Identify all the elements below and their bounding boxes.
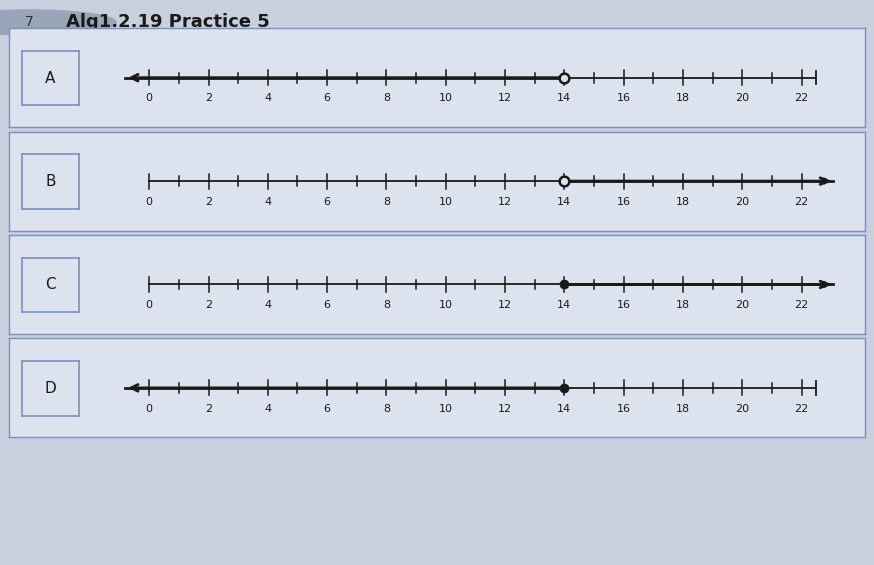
Text: 22: 22	[794, 93, 808, 103]
Text: 4: 4	[264, 403, 272, 414]
Text: 6: 6	[323, 300, 330, 310]
Text: 4: 4	[264, 300, 272, 310]
Circle shape	[0, 10, 116, 35]
Text: 16: 16	[617, 197, 631, 207]
Text: 20: 20	[735, 93, 749, 103]
Text: 18: 18	[676, 93, 690, 103]
Text: 0: 0	[146, 300, 153, 310]
Text: 20: 20	[735, 197, 749, 207]
Text: 7: 7	[24, 15, 33, 29]
Text: 16: 16	[617, 300, 631, 310]
Text: B: B	[45, 174, 56, 189]
Text: 12: 12	[498, 197, 512, 207]
Text: Select the correct choice.: Select the correct choice.	[35, 105, 231, 119]
Text: 18: 18	[676, 197, 690, 207]
Text: D: D	[45, 381, 56, 396]
Text: 4: 4	[264, 197, 272, 207]
Text: 2: 2	[205, 197, 212, 207]
Text: 12: 12	[498, 300, 512, 310]
Text: 6: 6	[323, 93, 330, 103]
Text: 0: 0	[146, 197, 153, 207]
Text: 20: 20	[735, 300, 749, 310]
Text: 14: 14	[558, 300, 572, 310]
Text: Which graph represents the solution to 2x + 4 ≤ 4(x − 6)?: Which graph represents the solution to 2…	[35, 62, 483, 77]
Text: 4: 4	[264, 93, 272, 103]
Text: 22: 22	[794, 403, 808, 414]
Text: 2: 2	[205, 93, 212, 103]
Text: 8: 8	[383, 300, 390, 310]
Text: C: C	[45, 277, 56, 293]
Text: 22: 22	[794, 197, 808, 207]
Text: 0: 0	[146, 403, 153, 414]
Text: 22: 22	[794, 300, 808, 310]
Text: 12: 12	[498, 403, 512, 414]
Text: 8: 8	[383, 197, 390, 207]
Text: 6: 6	[323, 197, 330, 207]
Text: 10: 10	[439, 300, 453, 310]
Text: 20: 20	[735, 403, 749, 414]
Text: 12: 12	[498, 93, 512, 103]
Text: 14: 14	[558, 93, 572, 103]
Text: 18: 18	[676, 403, 690, 414]
Text: 10: 10	[439, 93, 453, 103]
Text: 10: 10	[439, 403, 453, 414]
Text: 6: 6	[323, 403, 330, 414]
Text: 18: 18	[676, 300, 690, 310]
Text: 16: 16	[617, 403, 631, 414]
Text: 8: 8	[383, 93, 390, 103]
Text: Alg1.2.19 Practice 5: Alg1.2.19 Practice 5	[66, 14, 269, 32]
Text: 14: 14	[558, 403, 572, 414]
Text: 0: 0	[146, 93, 153, 103]
Text: 2: 2	[205, 403, 212, 414]
Text: 8: 8	[383, 403, 390, 414]
Text: 14: 14	[558, 197, 572, 207]
Text: 2: 2	[205, 300, 212, 310]
Text: 16: 16	[617, 93, 631, 103]
Text: A: A	[45, 71, 55, 86]
Text: 10: 10	[439, 197, 453, 207]
